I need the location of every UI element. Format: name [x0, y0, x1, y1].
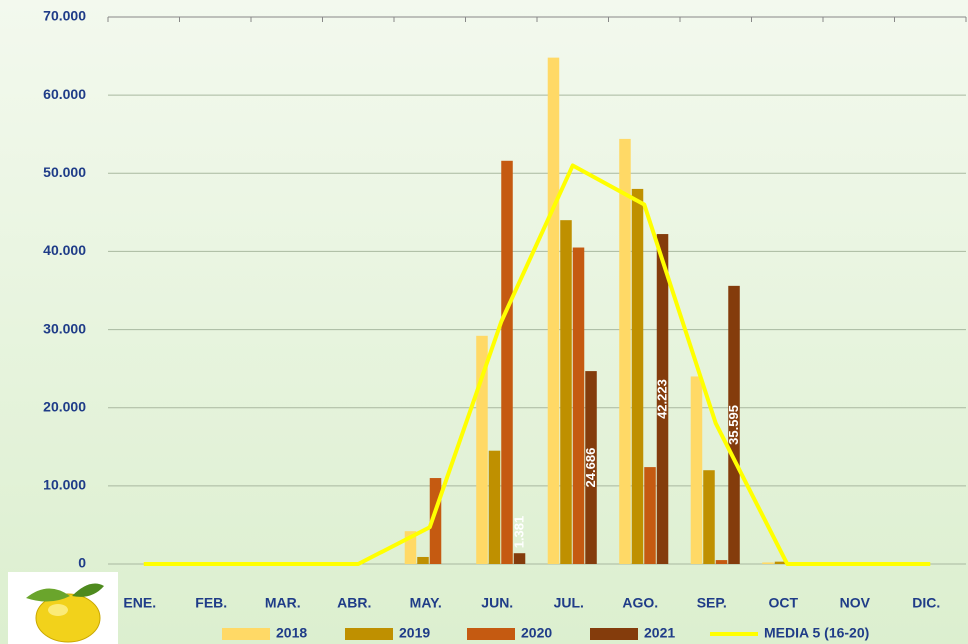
y-tick-label: 50.000: [43, 164, 86, 180]
legend-label: 2021: [644, 625, 675, 641]
bar: [547, 57, 560, 565]
legend-label: MEDIA 5 (16-20): [764, 625, 869, 641]
bar: [656, 234, 669, 564]
data-label: 42.223: [654, 379, 669, 419]
bar: [488, 450, 501, 564]
bar: [715, 560, 728, 564]
legend-label: 2019: [399, 625, 430, 641]
bar: [585, 371, 597, 564]
y-tick-label: 30.000: [43, 320, 86, 336]
x-tick-label: NOV: [840, 595, 871, 611]
legend-swatch: [222, 628, 270, 640]
data-label: 35.595: [726, 405, 741, 445]
lemon-icon: [8, 572, 118, 644]
x-tick-label: FEB.: [195, 595, 227, 611]
bar: [429, 478, 442, 564]
bar: [690, 376, 703, 564]
x-tick-label: ABR.: [337, 595, 371, 611]
bar: [513, 553, 526, 564]
y-tick-label: 60.000: [43, 86, 86, 102]
x-tick-label: JUL.: [554, 595, 584, 611]
legend-swatch: [590, 628, 638, 640]
x-tick-label: JUN.: [481, 595, 513, 611]
bar: [417, 556, 429, 564]
legend-label: 2018: [276, 625, 307, 641]
bar: [572, 247, 585, 564]
x-tick-label: AGO.: [622, 595, 658, 611]
y-tick-label: 70.000: [43, 8, 86, 24]
bar: [728, 285, 740, 564]
bar: [762, 562, 774, 564]
x-tick-label: DIC.: [912, 595, 940, 611]
bar: [560, 220, 572, 564]
bar: [644, 467, 656, 564]
bar: [703, 470, 715, 564]
y-tick-label: 10.000: [43, 477, 86, 493]
x-tick-label: MAR.: [265, 595, 301, 611]
y-tick-label: 0: [78, 555, 86, 571]
y-tick-label: 20.000: [43, 398, 86, 414]
x-tick-label: SEP.: [697, 595, 727, 611]
bar: [476, 335, 488, 564]
x-tick-label: ENE.: [123, 595, 156, 611]
bar: [619, 138, 631, 564]
legend-swatch: [467, 628, 515, 640]
data-label: 24.686: [583, 448, 598, 488]
x-tick-label: OCT: [768, 595, 798, 611]
x-tick-label: MAY.: [410, 595, 442, 611]
y-tick-label: 40.000: [43, 242, 86, 258]
data-label: 1.381: [511, 516, 526, 549]
bar: [404, 531, 417, 564]
bar: [774, 561, 787, 564]
bar: [631, 188, 644, 564]
legend-swatch: [345, 628, 393, 640]
bar: [501, 160, 513, 565]
legend-label: 2020: [521, 625, 552, 641]
line-series: [143, 163, 931, 566]
